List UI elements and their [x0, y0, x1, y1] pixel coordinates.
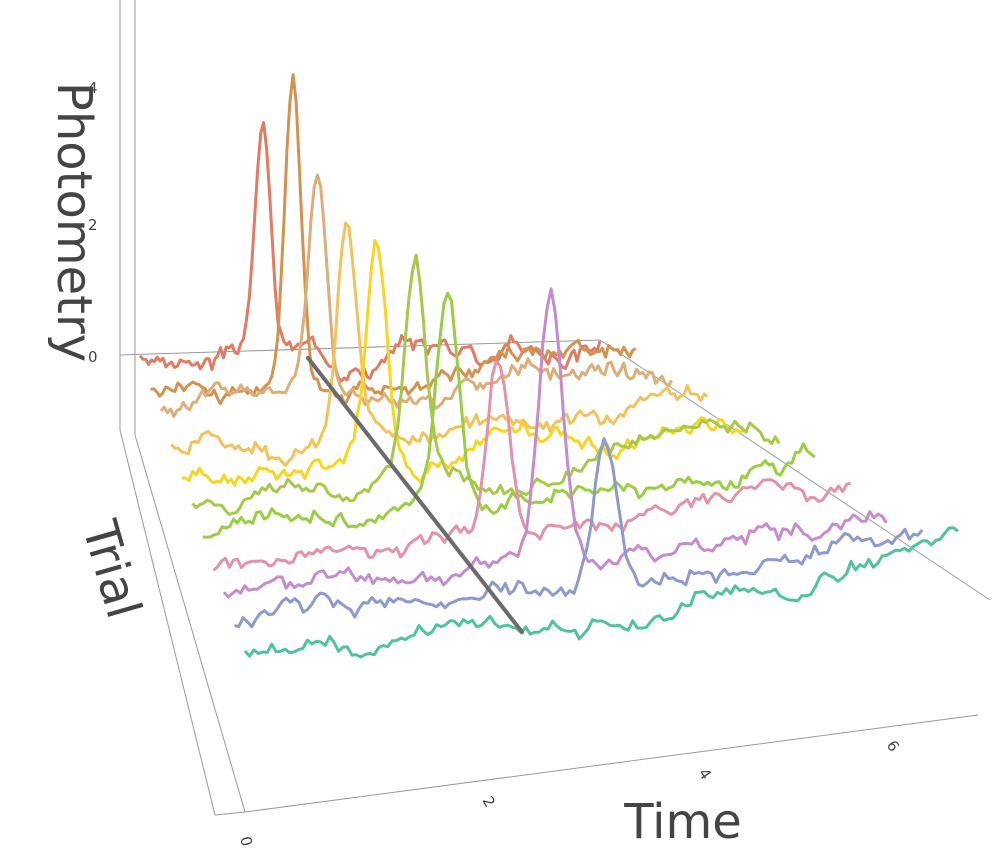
trial-trace-9: [222, 287, 888, 599]
trial-traces: [138, 73, 959, 659]
trial-trace-7: [202, 291, 816, 539]
x-tick-label-2: 2: [479, 793, 499, 810]
trial-axis-line-inner: [134, 434, 246, 813]
event-marker-line: [306, 356, 524, 634]
chart-axes: [119, 0, 991, 816]
trial-trace-10: [234, 437, 924, 629]
x-tick-label-4: 4: [695, 765, 715, 783]
z-tick-label-4: 4: [88, 79, 98, 97]
y-axis-title: Trial: [71, 514, 152, 625]
x-axis-title: Time: [623, 794, 741, 850]
trial-trace-2: [150, 73, 637, 407]
x-tick-label-0: 0: [236, 834, 256, 848]
trial-axis-line: [119, 429, 216, 816]
z-tick-label-2: 2: [88, 216, 98, 234]
z-tick-label-0: 0: [88, 348, 98, 366]
time-axis-line: [244, 714, 979, 813]
floor-left-edge: [214, 811, 246, 816]
trial-trace-4: [170, 221, 709, 468]
trial-trace-8: [212, 360, 852, 572]
x-tick-label-6: 6: [883, 737, 903, 755]
trial-trace-3: [159, 173, 673, 418]
z-axis-title: Photometry: [46, 82, 102, 362]
trial-trace-6: [191, 253, 781, 516]
trial-trace-11: [243, 526, 959, 659]
